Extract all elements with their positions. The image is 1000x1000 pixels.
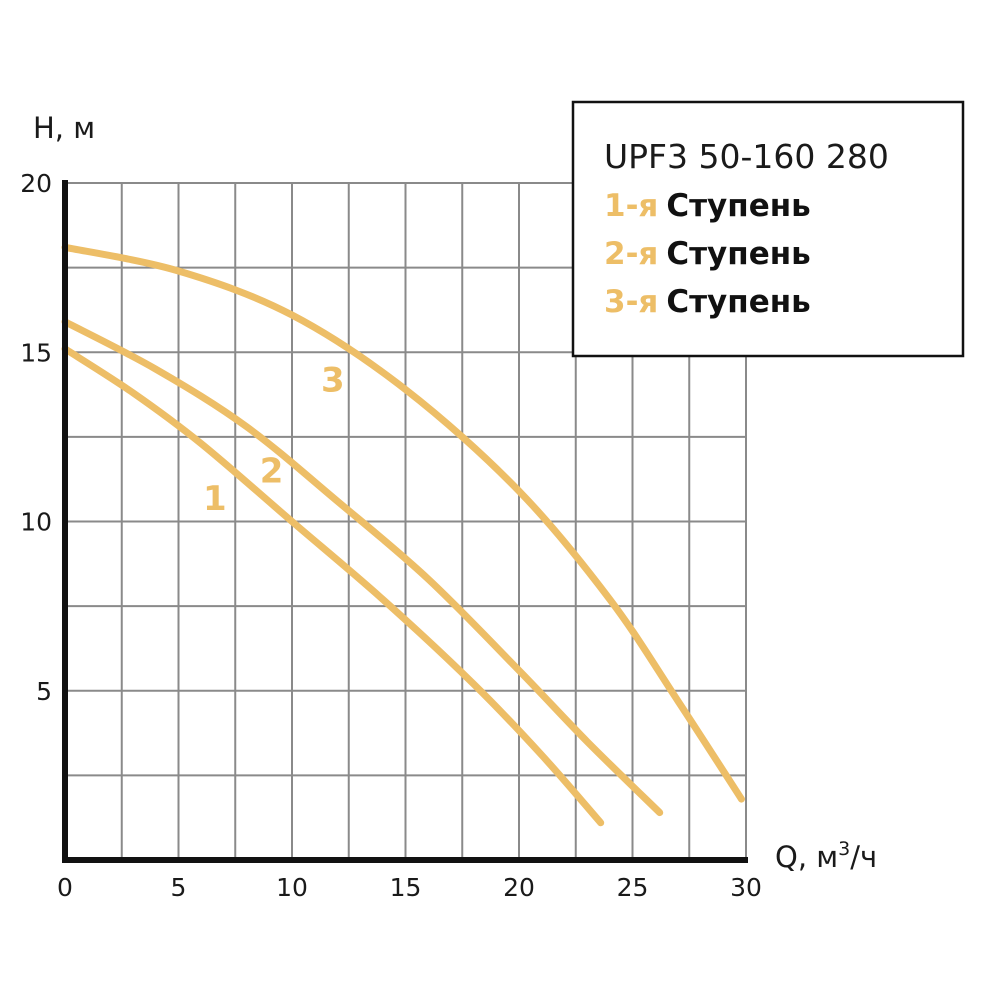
legend-entry-1: 1-я Ступень (604, 188, 811, 224)
curve-2 (61, 318, 664, 817)
x-tick-label: 20 (503, 873, 535, 902)
curve-label-3: 3 (321, 360, 345, 400)
y-tick-label: 15 (20, 338, 52, 367)
legend: UPF3 50-160 280 1-я Ступень 2-я Ступень 3-… (571, 100, 965, 358)
y-axis-title: H, м (33, 111, 95, 145)
legend-entry-3-num: 3-я (604, 284, 658, 320)
x-tick-label: 0 (57, 873, 73, 902)
x-tick-label: 25 (617, 873, 649, 902)
x-axis-title-tail: /ч (850, 840, 877, 874)
x-axis-title-main: Q, м (775, 840, 838, 874)
y-tick-label: 20 (20, 169, 52, 198)
x-axis-title: Q, м3/ч (775, 838, 877, 874)
y-tick-label: 5 (36, 677, 52, 706)
y-tick-label: 10 (20, 508, 52, 537)
x-axis-title-sup: 3 (838, 838, 850, 860)
x-tick-label: 5 (171, 873, 187, 902)
curve-3 (61, 243, 745, 803)
legend-entry-3: 3-я Ступень (604, 284, 811, 320)
x-tick-label: 15 (390, 873, 422, 902)
curve-label-2: 2 (260, 452, 284, 492)
legend-entry-2: 2-я Ступень (604, 236, 811, 272)
legend-entry-1-num: 1-я (604, 188, 658, 224)
curve-1 (61, 345, 605, 827)
x-tick-label: 30 (730, 873, 762, 902)
axes (62, 180, 748, 863)
legend-title: UPF3 50-160 280 (604, 137, 889, 176)
curves: 12 3 (61, 243, 745, 827)
curve-label-1: 1 (203, 479, 227, 519)
legend-box (571, 100, 965, 358)
legend-entry-2-word: Ступень (666, 236, 810, 272)
tick-labels: 0 5 10 15 20 25 30 5 10 15 20 (20, 169, 762, 902)
legend-entry-1-word: Ступень (666, 188, 810, 224)
legend-entry-3-word: Ступень (666, 284, 810, 320)
legend-entry-2-num: 2-я (604, 236, 658, 272)
x-tick-label: 10 (276, 873, 308, 902)
